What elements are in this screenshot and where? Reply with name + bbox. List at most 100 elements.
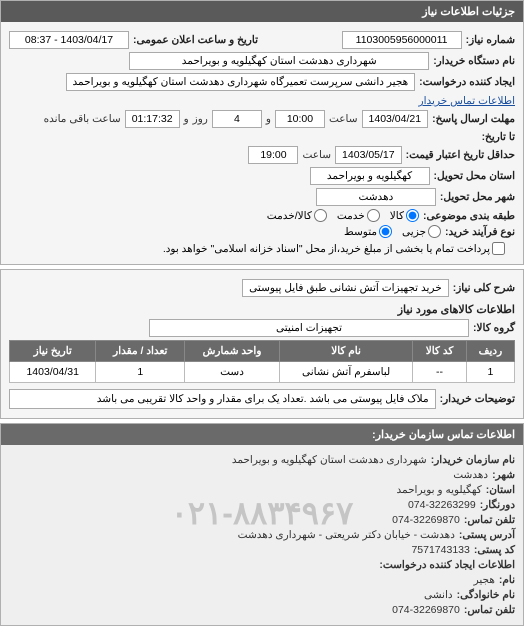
process-radio-group: جزیی متوسط (344, 225, 441, 238)
need-items-body: شرح کلی نیاز: خرید تجهیزات آتش نشانی طبق… (1, 270, 523, 418)
contact-label: کد پستی: (474, 544, 515, 556)
contact-line: تلفن تماس: 074-32269870 (9, 514, 515, 526)
contact-value: 074-32269870 (392, 514, 460, 526)
contact-value: دهدشت (453, 469, 488, 481)
td-date: 1403/04/31 (10, 362, 96, 383)
items-section-title: اطلاعات کالاهای مورد نیاز (9, 303, 515, 316)
contact-panel: اطلاعات تماس سازمان خریدار: ۰۲۱-۸۸۳۴۹۶۷ … (0, 423, 524, 626)
contact-label: دورنگار: (480, 499, 515, 511)
contact-value: 074-32269870 (392, 604, 460, 616)
buyer-notes-value: ملاک فایل پیوستی می باشد .تعداد یک برای … (9, 389, 436, 409)
radio-kala[interactable]: کالا (390, 209, 419, 222)
contact-label: تلفن تماس: (464, 514, 515, 526)
contact-label: اطلاعات ایجاد کننده درخواست: (379, 559, 515, 571)
need-details-panel: جزئیات اطلاعات نیاز شماره نیاز: 11030059… (0, 0, 524, 265)
group-value: تجهیزات امنیتی (149, 319, 469, 337)
need-details-body: شماره نیاز: 1103005956000011 تاریخ و ساع… (1, 22, 523, 264)
contact-panel-body: نام سازمان خریدار: شهرداری دهدشت استان که… (1, 445, 523, 625)
remaining-label: ساعت باقی مانده (44, 113, 121, 125)
buyer-contact-link[interactable]: اطلاعات تماس خریدار (419, 95, 515, 107)
province-value: کهگیلویه و بویراحمد (310, 167, 430, 185)
time-word-1: ساعت (329, 113, 358, 125)
until-label: تا تاریخ: (482, 131, 515, 143)
radio-kala-input[interactable] (406, 209, 419, 222)
contact-line: شهر: دهدشت (9, 469, 515, 481)
items-table-header-row: ردیف کد کالا نام کالا واحد شمارش تعداد /… (10, 341, 515, 362)
contact-line: نام سازمان خریدار: شهرداری دهدشت استان که… (9, 454, 515, 466)
contact-line: اطلاعات ایجاد کننده درخواست: (9, 559, 515, 571)
items-table: ردیف کد کالا نام کالا واحد شمارش تعداد /… (9, 340, 515, 383)
creator-label: ایجاد کننده درخواست: (419, 76, 515, 88)
radio-jozi[interactable]: جزیی (402, 225, 441, 238)
deadline-date: 1403/04/21 (362, 110, 429, 128)
city-value: دهدشت (316, 188, 436, 206)
need-items-panel: شرح کلی نیاز: خرید تجهیزات آتش نشانی طبق… (0, 269, 524, 419)
contact-line: دورنگار: 074-32263299 (9, 499, 515, 511)
contact-value: دانشی (424, 589, 453, 601)
pubdatetime-value: 1403/04/17 - 08:37 (9, 31, 129, 49)
contact-line: استان: کهگیلویه و بویراحمد (9, 484, 515, 496)
td-row: 1 (466, 362, 514, 383)
contact-line: آدرس پستی: دهدشت - خیابان دکتر شریعتی - ش… (9, 529, 515, 541)
need-details-header: جزئیات اطلاعات نیاز (1, 1, 523, 22)
city-label: شهر محل تحویل: (440, 191, 515, 203)
creator-value: هجیر دانشی سرپرست تعمیرگاه شهرداری دهدشت… (66, 73, 416, 91)
payment-note-text: پرداخت تمام یا بخشی از مبلغ خرید،از محل … (163, 243, 490, 255)
day-word: روز (193, 113, 208, 125)
group-label: گروه کالا: (473, 322, 515, 334)
contact-value: کهگیلویه و بویراحمد (396, 484, 481, 496)
deadline-time: 10:00 (275, 110, 325, 128)
buyer-notes-label: توضیحات خریدار: (440, 393, 515, 405)
contact-label: نام خانوادگی: (457, 589, 515, 601)
th-qty: تعداد / مقدار (96, 341, 185, 362)
contact-value: شهرداری دهدشت استان کهگیلویه و بویراحمد (232, 454, 427, 466)
contact-panel-header: اطلاعات تماس سازمان خریدار: (1, 424, 523, 445)
td-name: لباسفرم آتش نشانی (279, 362, 412, 383)
td-qty: 1 (96, 362, 185, 383)
buyer-org-value: شهرداری دهدشت استان کهگیلویه و بویراحمد (129, 52, 429, 70)
need-desc-label: شرح کلی نیاز: (453, 282, 515, 294)
contact-label: استان: (486, 484, 515, 496)
validity-label: حداقل تاریخ اعتبار قیمت: (406, 149, 515, 161)
remaining-time: 01:17:32 (125, 110, 180, 128)
td-unit: دست (185, 362, 280, 383)
radio-motevasset[interactable]: متوسط (344, 225, 392, 238)
th-code: کد کالا (413, 341, 467, 362)
th-date: تاریخ نیاز (10, 341, 96, 362)
class-radio-group: کالا خدمت کالا/خدمت (267, 209, 419, 222)
contact-label: آدرس پستی: (459, 529, 515, 541)
radio-khadmat-input[interactable] (367, 209, 380, 222)
need-desc-value: خرید تجهیزات آتش نشانی طبق فایل پیوستی (242, 279, 449, 297)
radio-jozi-input[interactable] (428, 225, 441, 238)
contact-label: شهر: (492, 469, 515, 481)
contact-line: نام خانوادگی: دانشی (9, 589, 515, 601)
and-word: و (266, 113, 271, 125)
validity-date: 1403/05/17 (335, 146, 402, 164)
process-label: نوع فرآیند خرید: (445, 226, 515, 238)
payment-checkbox[interactable] (492, 242, 505, 255)
buyer-org-label: نام دستگاه خریدار: (433, 55, 515, 67)
radio-motevasset-input[interactable] (379, 225, 392, 238)
radio-kalakhadmat[interactable]: کالا/خدمت (267, 209, 327, 222)
and-word-2: و (184, 113, 189, 125)
days-remaining: 4 (212, 110, 262, 128)
deadline-label: مهلت ارسال پاسخ: (432, 113, 515, 125)
need-no-value: 1103005956000011 (342, 31, 462, 49)
table-row: 1 -- لباسفرم آتش نشانی دست 1 1403/04/31 (10, 362, 515, 383)
validity-time: 19:00 (248, 146, 298, 164)
contact-label: نام سازمان خریدار: (431, 454, 515, 466)
radio-khadmat[interactable]: خدمت (337, 209, 380, 222)
class-label: طبقه بندی موضوعی: (423, 210, 515, 222)
contact-line: تلفن تماس:074-32269870 (9, 604, 515, 616)
time-word-2: ساعت (302, 149, 331, 161)
contact-value: 074-32263299 (408, 499, 476, 511)
need-no-label: شماره نیاز: (466, 34, 515, 46)
th-unit: واحد شمارش (185, 341, 280, 362)
radio-kalakhadmat-input[interactable] (314, 209, 327, 222)
contact-line: کد پستی: 7571743133 (9, 544, 515, 556)
th-name: نام کالا (279, 341, 412, 362)
pubdatetime-label: تاریخ و ساعت اعلان عمومی: (133, 34, 258, 46)
contact-value: 7571743133 (411, 544, 469, 556)
payment-note-check[interactable]: پرداخت تمام یا بخشی از مبلغ خرید،از محل … (163, 242, 505, 255)
contact-value: دهدشت - خیابان دکتر شریعتی - شهرداری دهد… (238, 529, 455, 541)
